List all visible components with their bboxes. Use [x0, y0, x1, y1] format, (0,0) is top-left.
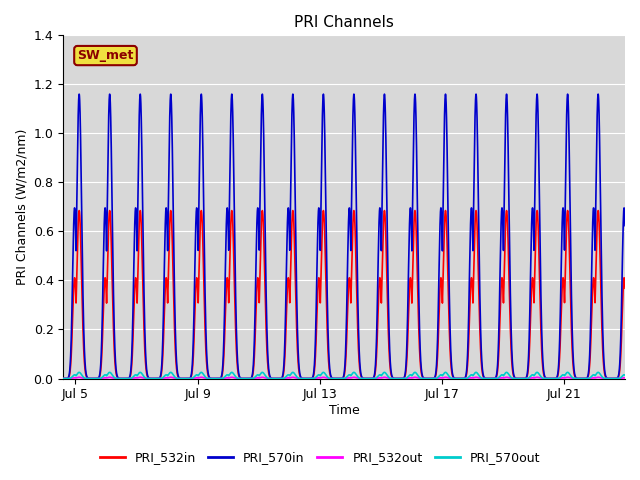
Line: PRI_570in: PRI_570in — [63, 94, 625, 379]
PRI_532out — [325, 375, 333, 381]
PRI_570in — [60, 376, 67, 382]
PRI_532in — [399, 375, 407, 381]
Text: SW_met: SW_met — [77, 49, 134, 62]
PRI_570out — [621, 372, 629, 378]
PRI_570out — [461, 375, 469, 381]
PRI_570out — [136, 370, 144, 375]
PRI_532in — [60, 376, 67, 382]
PRI_570in — [621, 223, 629, 228]
PRI_570in — [136, 91, 144, 97]
Line: PRI_570out: PRI_570out — [63, 372, 625, 379]
PRI_532in — [325, 363, 333, 369]
PRI_570out — [200, 371, 207, 377]
PRI_532in — [420, 375, 428, 381]
Line: PRI_532in: PRI_532in — [63, 211, 625, 379]
Title: PRI Channels: PRI Channels — [294, 15, 394, 30]
PRI_570out — [334, 376, 342, 382]
X-axis label: Time: Time — [329, 404, 360, 417]
PRI_532in — [621, 285, 629, 291]
Line: PRI_532out: PRI_532out — [63, 377, 625, 379]
PRI_532out — [461, 376, 469, 382]
PRI_532out — [585, 375, 593, 381]
PRI_570out — [399, 376, 407, 382]
PRI_532out — [334, 376, 342, 382]
PRI_532out — [136, 374, 144, 380]
PRI_570in — [461, 374, 469, 380]
PRI_570out — [420, 376, 428, 382]
PRI_570in — [399, 375, 407, 381]
Legend: PRI_532in, PRI_570in, PRI_532out, PRI_570out: PRI_532in, PRI_570in, PRI_532out, PRI_57… — [95, 446, 545, 469]
PRI_570out — [325, 375, 333, 381]
PRI_532out — [60, 376, 67, 382]
PRI_570in — [325, 355, 333, 361]
PRI_532out — [200, 375, 207, 381]
PRI_532out — [420, 376, 428, 382]
PRI_532in — [461, 374, 469, 380]
PRI_532in — [334, 376, 342, 382]
PRI_570out — [585, 375, 593, 381]
PRI_532out — [621, 375, 629, 381]
PRI_570in — [585, 368, 593, 374]
PRI_532out — [399, 376, 407, 382]
Y-axis label: PRI Channels (W/m2/nm): PRI Channels (W/m2/nm) — [15, 129, 28, 285]
PRI_570out — [60, 376, 67, 382]
PRI_570in — [200, 174, 207, 180]
PRI_570in — [334, 376, 342, 382]
PRI_532in — [200, 257, 207, 263]
PRI_532in — [136, 208, 144, 214]
PRI_532in — [585, 372, 593, 377]
PRI_570in — [420, 375, 428, 381]
